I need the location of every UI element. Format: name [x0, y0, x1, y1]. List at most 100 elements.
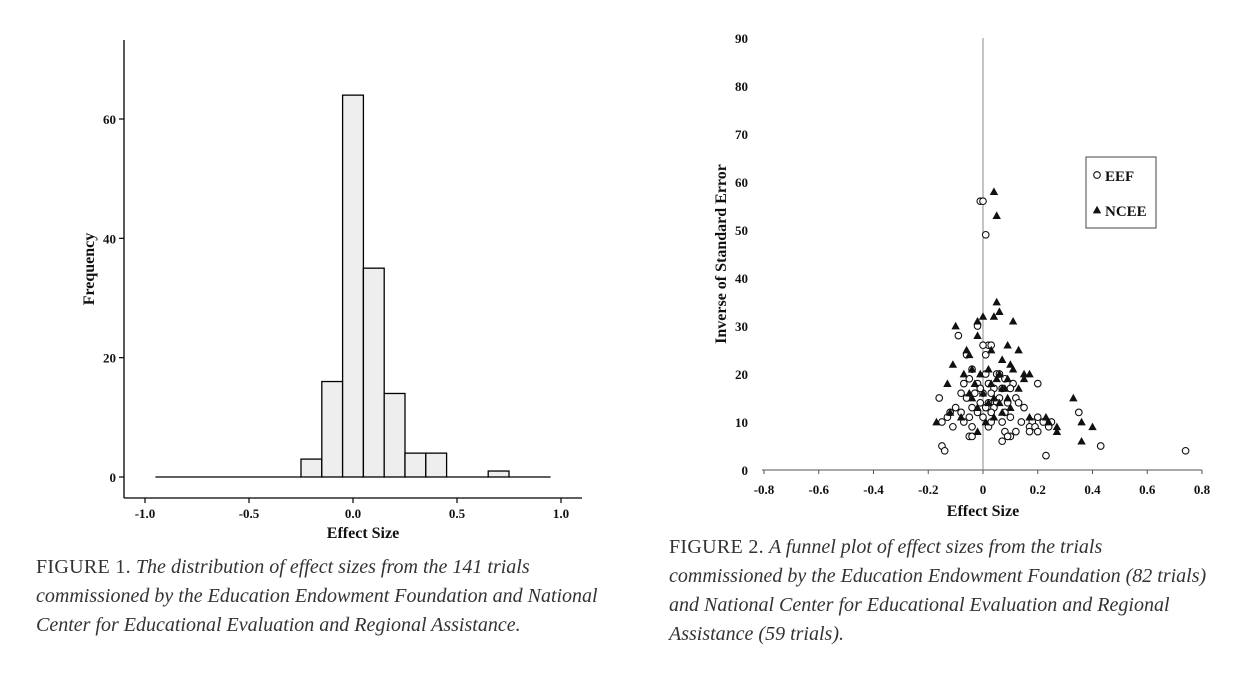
ncee-point: [967, 365, 977, 373]
eef-point: [979, 341, 987, 350]
histogram-y-tick-label: 0: [110, 470, 117, 485]
ncee-point: [1025, 413, 1034, 421]
eef-point: [987, 408, 996, 417]
eef-point: [1014, 398, 1023, 407]
eef-point: [954, 331, 963, 340]
funnel-x-tick-label: -0.8: [754, 482, 775, 497]
ncee-point: [956, 413, 966, 421]
ncee-point: [1069, 393, 1078, 402]
funnel-y-tick-label: 30: [735, 319, 748, 334]
histogram-y-axis-title: Frequency: [81, 233, 98, 306]
ncee-point: [976, 369, 985, 378]
ncee-point: [932, 417, 941, 426]
figure2-caption: FIGURE 2. A funnel plot of effect sizes …: [669, 533, 1214, 649]
funnel-y-tick-label: 80: [735, 79, 748, 94]
histogram-ticks: -1.0 -0.5 0.0 0.5 1.0 0 20 40 60 Effect Size: [103, 112, 569, 542]
ncee-point: [948, 360, 958, 368]
ncee-point: [943, 379, 952, 387]
eef-point: [1042, 451, 1050, 460]
histogram-y-tick-label: 60: [103, 112, 116, 127]
figure1-caption-lead: FIGURE 1.: [36, 556, 131, 578]
funnel-x-tick-label: 0.2: [1030, 482, 1046, 497]
ncee-point: [989, 187, 999, 195]
funnel-y-tick-label: 50: [735, 223, 748, 238]
figure2-caption-text: A funnel plot of effect sizes from the t…: [669, 536, 1207, 645]
ncee-point: [992, 297, 1001, 306]
ncee-point: [989, 413, 999, 421]
eef-point: [1096, 442, 1105, 450]
ncee-point: [984, 365, 993, 373]
eef-point: [935, 394, 944, 402]
eef-point: [998, 437, 1007, 446]
funnel-x-tick-label: -0.2: [918, 482, 939, 497]
histogram-y-tick-label: 40: [103, 231, 116, 246]
eef-point: [1181, 446, 1190, 455]
eef-point: [1020, 403, 1028, 412]
funnel-x-tick-label: 0.4: [1084, 482, 1101, 497]
histogram-bar: [425, 452, 448, 478]
ncee-point: [1019, 374, 1029, 383]
funnel-x-tick-label: -0.4: [863, 482, 884, 497]
ncee-point: [1019, 369, 1029, 378]
figure1-caption: FIGURE 1. The distribution of effect siz…: [36, 553, 616, 640]
legend-ncee-label: NCEE: [1105, 204, 1147, 220]
funnel-axes: [762, 38, 1202, 471]
ncee-point: [973, 317, 982, 325]
eef-point: [1074, 408, 1083, 417]
ncee-point: [1052, 422, 1062, 431]
funnel-y-tick-label: 10: [735, 415, 748, 430]
histogram-x-tick-label: 0.0: [345, 506, 361, 521]
funnel-plot-chart: -0.8 -0.6 -0.4 -0.2 0 0.2 0.4 0.6 0.8 0 10 20 30 40 50…: [713, 31, 1211, 520]
eef-point: [979, 197, 987, 206]
eef-point: [951, 403, 960, 412]
ncee-point: [973, 331, 982, 339]
ncee-point: [978, 312, 988, 320]
ncee-point: [992, 374, 1001, 383]
ncee-point: [978, 389, 988, 397]
histogram-x-tick-label: -1.0: [135, 506, 156, 521]
ncee-point: [1014, 384, 1023, 392]
ncee-point: [1006, 403, 1015, 411]
ncee-point: [997, 408, 1007, 416]
ncee-point: [1008, 365, 1018, 373]
funnel-x-tick-label: -0.6: [808, 482, 829, 497]
histogram-bar: [300, 458, 323, 478]
legend-eef-marker: [1093, 171, 1101, 179]
ncee-point: [965, 350, 974, 359]
ncee-point: [997, 384, 1007, 392]
ncee-point: [973, 427, 982, 435]
figure2-caption-lead: FIGURE 2.: [669, 536, 764, 558]
funnel-y-tick-label: 70: [735, 127, 748, 142]
funnel-y-tick-label: 0: [742, 463, 749, 478]
eef-point: [1025, 427, 1034, 436]
histogram-bar: [362, 267, 385, 478]
histogram-y-axis-title-group: Frequency: [81, 233, 98, 306]
ncee-point: [1003, 374, 1012, 383]
funnel-legend: EEF NCEE: [1085, 156, 1157, 229]
ncee-point: [1025, 369, 1034, 378]
funnel-x-axis-title: Effect Size: [947, 503, 1019, 520]
funnel-y-tick-label: 90: [735, 31, 748, 46]
histogram-bar: [341, 94, 365, 478]
ncee-point: [997, 355, 1007, 363]
eef-point: [968, 422, 976, 431]
ncee-point: [965, 389, 974, 397]
eef-point: [1033, 413, 1042, 422]
ncee-point: [1088, 422, 1097, 431]
funnel-points: [932, 187, 1190, 460]
funnel-y-axis-title: Inverse of Standard Error: [713, 164, 730, 344]
ncee-point: [989, 393, 999, 402]
histogram-x-tick-label: -0.5: [239, 506, 260, 521]
eef-point: [1006, 413, 1015, 422]
ncee-point: [1014, 345, 1023, 354]
eef-point: [959, 379, 968, 388]
ncee-point: [1006, 360, 1015, 368]
ncee-point: [1003, 393, 1012, 402]
ncee-point: [992, 211, 1001, 219]
ncee-point: [973, 403, 982, 411]
funnel-legend-box: [1085, 156, 1157, 229]
ncee-point: [970, 379, 979, 387]
ncee-point: [989, 312, 999, 320]
ncee-point: [951, 321, 960, 330]
eef-point: [949, 422, 957, 431]
